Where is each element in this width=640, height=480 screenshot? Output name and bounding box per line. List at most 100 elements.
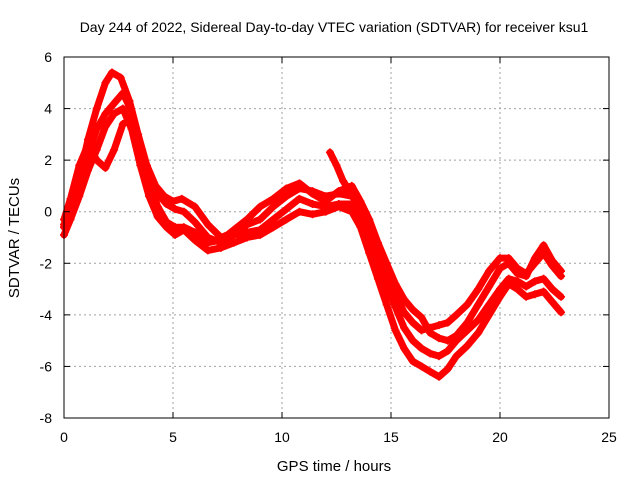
data-point-marker xyxy=(463,318,472,327)
y-axis-label: SDTVAR / TECUs xyxy=(6,178,23,298)
data-point-marker xyxy=(474,285,483,294)
data-point-marker xyxy=(513,277,522,286)
data-point-marker xyxy=(295,194,304,203)
data-point-marker xyxy=(308,189,317,198)
data-point-marker xyxy=(452,331,461,340)
data-point-marker xyxy=(530,254,539,263)
grid-lines xyxy=(64,57,609,418)
y-tick-label: -6 xyxy=(40,358,53,374)
data-point-marker xyxy=(190,218,199,227)
data-point-marker xyxy=(391,279,400,288)
data-point-marker xyxy=(426,349,435,358)
data-point-marker xyxy=(101,122,110,131)
data-point-marker xyxy=(434,321,443,330)
series-track-e xyxy=(325,148,361,203)
data-point-marker xyxy=(539,287,548,296)
data-point-marker xyxy=(522,282,531,291)
data-point-marker xyxy=(463,341,472,350)
data-point-marker xyxy=(256,202,265,211)
data-point-marker xyxy=(321,197,330,206)
data-point-marker xyxy=(522,292,531,301)
x-tick-label: 20 xyxy=(492,429,508,445)
x-tick-label: 25 xyxy=(601,429,617,445)
data-point-marker xyxy=(243,215,252,224)
data-point-marker xyxy=(504,279,513,288)
data-point-marker xyxy=(417,326,426,335)
data-point-marker xyxy=(101,109,110,118)
data-point-marker xyxy=(177,194,186,203)
x-tick-labels: 0 5 10 15 20 25 xyxy=(60,429,617,445)
data-point-marker xyxy=(373,274,382,283)
data-point-marker xyxy=(136,140,145,149)
data-point-marker xyxy=(474,300,483,309)
x-tick-label: 15 xyxy=(383,429,399,445)
data-point-marker xyxy=(179,207,188,216)
data-point-marker xyxy=(92,125,101,134)
data-point-marker xyxy=(347,207,356,216)
data-point-marker xyxy=(203,220,212,229)
data-point-marker xyxy=(365,248,374,257)
data-point-marker xyxy=(513,285,522,294)
data-point-marker xyxy=(308,210,317,219)
data-point-marker xyxy=(308,199,317,208)
y-tick-label: 2 xyxy=(44,152,52,168)
data-point-marker xyxy=(116,73,125,82)
data-point-marker xyxy=(321,207,330,216)
data-point-marker xyxy=(426,328,435,337)
data-point-marker xyxy=(504,259,513,268)
data-point-marker xyxy=(101,163,110,172)
data-point-marker xyxy=(417,313,426,322)
data-point-marker xyxy=(373,238,382,247)
data-point-marker xyxy=(434,352,443,361)
data-point-marker xyxy=(282,184,291,193)
y-tick-label: 6 xyxy=(44,49,52,65)
data-point-marker xyxy=(282,215,291,224)
data-point-marker xyxy=(295,179,304,188)
y-tick-label: 4 xyxy=(44,101,52,117)
data-point-marker xyxy=(190,202,199,211)
data-point-marker xyxy=(496,292,504,301)
data-point-marker xyxy=(269,215,278,224)
data-point-marker xyxy=(171,230,180,239)
data-point-marker xyxy=(408,357,417,366)
data-point-marker xyxy=(452,310,461,319)
data-point-marker xyxy=(269,194,278,203)
data-point-marker xyxy=(110,145,119,154)
data-point-marker xyxy=(334,187,343,196)
series-track-d xyxy=(60,114,566,345)
data-point-marker xyxy=(345,187,354,196)
data-point-marker xyxy=(408,336,417,345)
data-point-marker xyxy=(485,282,494,291)
data-point-marker xyxy=(332,161,341,170)
data-point-marker xyxy=(408,305,417,314)
data-point-marker xyxy=(145,176,154,185)
data-point-marker xyxy=(127,107,136,116)
data-point-marker xyxy=(127,114,136,123)
data-point-marker xyxy=(548,285,557,294)
data-point-marker xyxy=(539,274,548,283)
data-point-marker xyxy=(530,277,539,286)
data-point-marker xyxy=(118,89,127,98)
data-point-marker xyxy=(243,233,252,242)
data-point-marker xyxy=(443,365,452,374)
data-point-marker xyxy=(269,223,278,232)
data-point-marker xyxy=(434,334,443,343)
data-point-marker xyxy=(557,292,566,301)
data-point-marker xyxy=(548,256,557,265)
data-point-marker xyxy=(548,297,557,306)
data-point-marker xyxy=(391,326,400,335)
data-point-marker xyxy=(452,352,461,361)
data-point-marker xyxy=(83,140,92,149)
data-point-marker xyxy=(463,300,472,309)
data-point-marker xyxy=(356,223,365,232)
data-point-marker xyxy=(230,225,239,234)
data-point-marker xyxy=(408,318,417,327)
data-point-marker xyxy=(474,316,483,325)
data-point-marker xyxy=(522,272,531,281)
data-point-marker xyxy=(230,238,239,247)
chart-title: Day 244 of 2022, Sidereal Day-to-day VTE… xyxy=(80,19,589,35)
data-point-marker xyxy=(190,228,199,237)
data-point-marker xyxy=(443,318,452,327)
data-point-marker xyxy=(400,323,409,332)
data-point-marker xyxy=(325,148,334,157)
